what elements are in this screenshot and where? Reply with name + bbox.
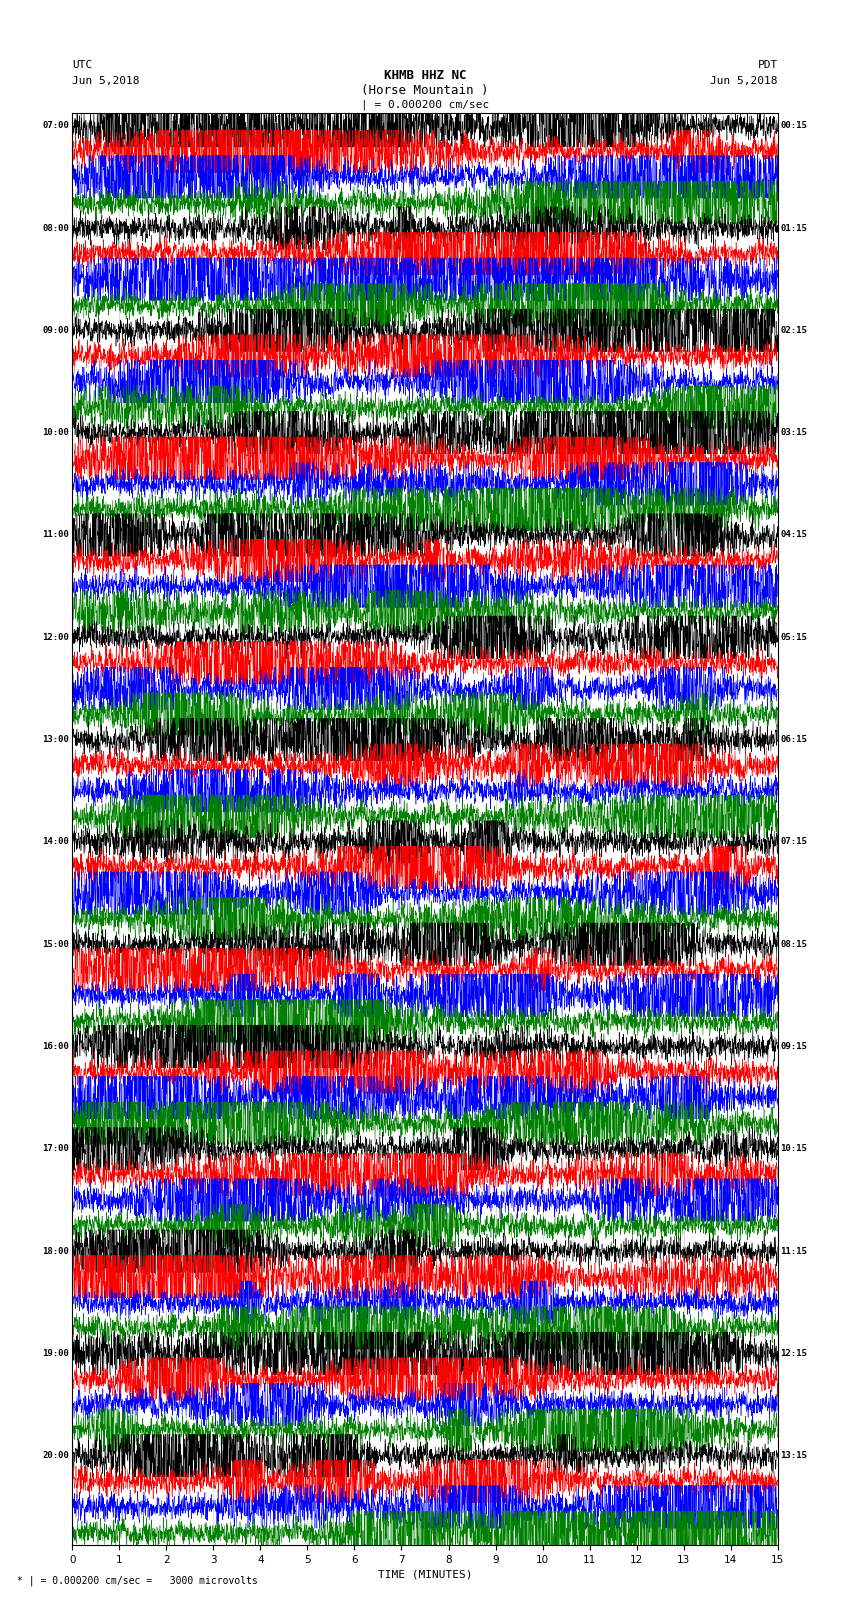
Text: 19:00: 19:00	[42, 1348, 70, 1358]
Text: 12:15: 12:15	[780, 1348, 808, 1358]
Text: 15:00: 15:00	[42, 940, 70, 948]
Text: 10:00: 10:00	[42, 427, 70, 437]
Text: UTC: UTC	[72, 60, 93, 69]
Text: 07:15: 07:15	[780, 837, 808, 847]
Text: 01:15: 01:15	[780, 224, 808, 232]
Text: 08:15: 08:15	[780, 940, 808, 948]
Text: | = 0.000200 cm/sec: | = 0.000200 cm/sec	[361, 100, 489, 110]
Text: 10:15: 10:15	[780, 1144, 808, 1153]
Text: 18:00: 18:00	[42, 1247, 70, 1255]
Text: 11:15: 11:15	[780, 1247, 808, 1255]
Text: 03:15: 03:15	[780, 427, 808, 437]
Text: 02:15: 02:15	[780, 326, 808, 336]
Text: 14:00: 14:00	[42, 837, 70, 847]
Text: 07:00: 07:00	[42, 121, 70, 131]
Text: 05:15: 05:15	[780, 632, 808, 642]
Text: PDT: PDT	[757, 60, 778, 69]
Text: 04:15: 04:15	[780, 531, 808, 539]
Text: 13:00: 13:00	[42, 736, 70, 744]
Text: 13:15: 13:15	[780, 1452, 808, 1460]
Text: Jun 5,2018: Jun 5,2018	[711, 76, 778, 85]
Text: 12:00: 12:00	[42, 632, 70, 642]
Text: Jun 5,2018: Jun 5,2018	[72, 76, 139, 85]
Text: 08:00: 08:00	[42, 224, 70, 232]
Text: 11:00: 11:00	[42, 531, 70, 539]
Text: 09:00: 09:00	[42, 326, 70, 336]
Text: (Horse Mountain ): (Horse Mountain )	[361, 84, 489, 97]
Text: 16:00: 16:00	[42, 1042, 70, 1052]
Text: * | = 0.000200 cm/sec =   3000 microvolts: * | = 0.000200 cm/sec = 3000 microvolts	[17, 1576, 258, 1586]
Text: 06:15: 06:15	[780, 736, 808, 744]
Text: 17:00: 17:00	[42, 1144, 70, 1153]
Text: KHMB HHZ NC: KHMB HHZ NC	[383, 69, 467, 82]
Text: 00:15: 00:15	[780, 121, 808, 131]
X-axis label: TIME (MINUTES): TIME (MINUTES)	[377, 1569, 473, 1579]
Text: 09:15: 09:15	[780, 1042, 808, 1052]
Text: 20:00: 20:00	[42, 1452, 70, 1460]
